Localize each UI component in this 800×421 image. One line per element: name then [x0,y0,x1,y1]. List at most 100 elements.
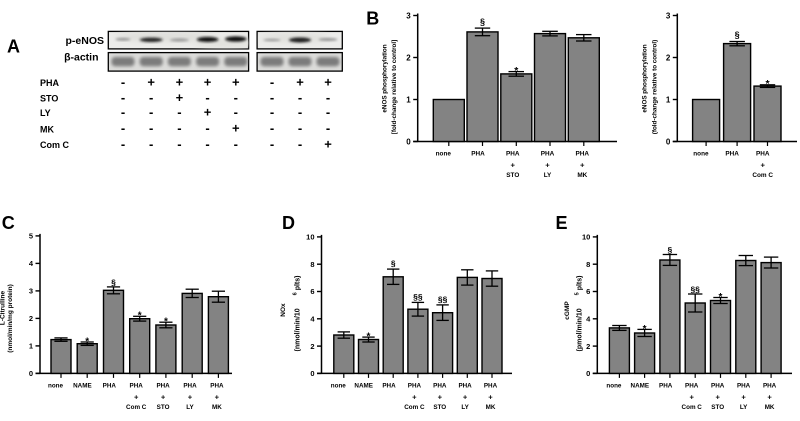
svg-text:3: 3 [406,11,411,20]
svg-text:PHA: PHA [408,382,422,389]
svg-text:0: 0 [586,369,590,378]
svg-text:PHA: PHA [541,151,555,158]
svg-text:+: + [188,393,193,402]
svg-text:§: § [735,30,740,40]
svg-text:cGMP: cGMP [564,301,571,320]
svg-text:E: E [556,213,568,233]
svg-text:-: - [121,104,125,119]
svg-text:PHA: PHA [737,382,751,389]
svg-text:+: + [760,161,765,170]
svg-text:none: none [693,151,709,158]
svg-text:10: 10 [582,233,590,242]
svg-text:PHA: PHA [659,382,673,389]
svg-text:+: + [176,90,184,105]
svg-text:-: - [298,104,302,119]
svg-text:B: B [366,8,379,28]
svg-text:C: C [2,213,15,233]
svg-text:4: 4 [586,315,591,324]
svg-text:NAME: NAME [354,382,373,389]
svg-text:0: 0 [666,137,671,146]
svg-text:*: * [164,317,168,328]
svg-text:-: - [234,90,238,105]
svg-text:§: § [111,278,116,288]
svg-text:-: - [298,136,302,151]
svg-text:PHA: PHA [183,382,197,389]
svg-text:§: § [480,17,485,27]
svg-text:§§: §§ [690,285,700,295]
svg-text:+: + [232,75,240,90]
svg-text:+: + [161,393,166,402]
svg-text:-: - [149,90,153,105]
svg-text:*: * [643,324,647,335]
svg-text:PHA: PHA [506,151,520,158]
svg-text:-: - [205,136,209,151]
svg-text:+: + [215,393,220,402]
svg-text:0: 0 [29,369,33,378]
svg-text:L-Citrulline: L-Citrulline [0,290,7,325]
svg-text:+: + [689,393,694,402]
svg-text:+: + [767,393,772,402]
svg-text:+: + [545,161,550,170]
svg-text:Com C: Com C [40,140,70,150]
svg-text:§: § [668,245,673,255]
svg-text:8: 8 [310,260,314,269]
svg-text:STO: STO [433,404,446,411]
svg-text:+: + [204,75,212,90]
svg-text:-: - [121,136,125,151]
svg-text:+: + [176,75,184,90]
svg-text:-: - [149,104,153,119]
svg-text:+: + [463,393,468,402]
svg-text:-: - [326,121,330,136]
svg-text:[fold-change relative to contr: [fold-change relative to control] [391,40,398,134]
svg-text:Com C: Com C [404,404,425,411]
svg-text:-: - [326,104,330,119]
svg-text:6: 6 [310,287,314,296]
svg-text:PHA: PHA [210,382,224,389]
svg-text:A: A [7,36,20,56]
svg-text:PHA: PHA [156,382,170,389]
svg-text:4: 4 [29,259,34,268]
svg-text:-: - [177,136,181,151]
svg-text:p-eNOS: p-eNOS [65,35,104,47]
svg-text:LY: LY [40,108,51,118]
svg-text:-: - [270,75,274,90]
svg-text:4: 4 [310,315,315,324]
svg-text:*: * [85,336,89,347]
svg-text:-: - [234,104,238,119]
svg-text:PHA: PHA [130,382,144,389]
svg-text:LY: LY [544,172,552,179]
svg-text:+: + [204,104,212,119]
svg-text:-: - [298,90,302,105]
svg-text:LY: LY [186,404,194,411]
svg-text:D: D [282,213,295,233]
svg-text:PHA: PHA [382,382,396,389]
svg-text:-: - [298,121,302,136]
svg-text:*: * [719,292,723,303]
svg-text:none: none [48,382,64,389]
svg-text:-: - [121,75,125,90]
svg-text:NAME: NAME [631,382,650,389]
svg-text:none: none [331,382,347,389]
svg-text:-: - [205,90,209,105]
svg-text:*: * [367,332,371,343]
svg-text:-: - [270,104,274,119]
svg-text:3: 3 [29,287,33,296]
svg-text:none: none [606,382,622,389]
svg-text:PHA: PHA [756,151,770,158]
svg-text:PHA: PHA [433,382,447,389]
svg-text:NOx: NOx [280,303,287,317]
svg-text:+: + [438,393,443,402]
svg-text:*: * [765,78,770,90]
svg-text:PHA: PHA [763,382,777,389]
svg-text:+: + [296,75,304,90]
svg-text:+: + [741,393,746,402]
svg-text:+: + [134,393,139,402]
svg-text:1: 1 [406,95,411,104]
svg-text:-: - [177,104,181,119]
svg-text:(fold-change relative to contr: (fold-change relative to control) [652,40,659,134]
svg-text:+: + [147,75,155,90]
svg-text:MK: MK [212,404,222,411]
svg-text:8: 8 [586,260,590,269]
svg-text:2: 2 [586,342,590,351]
svg-text:PHA: PHA [458,382,472,389]
